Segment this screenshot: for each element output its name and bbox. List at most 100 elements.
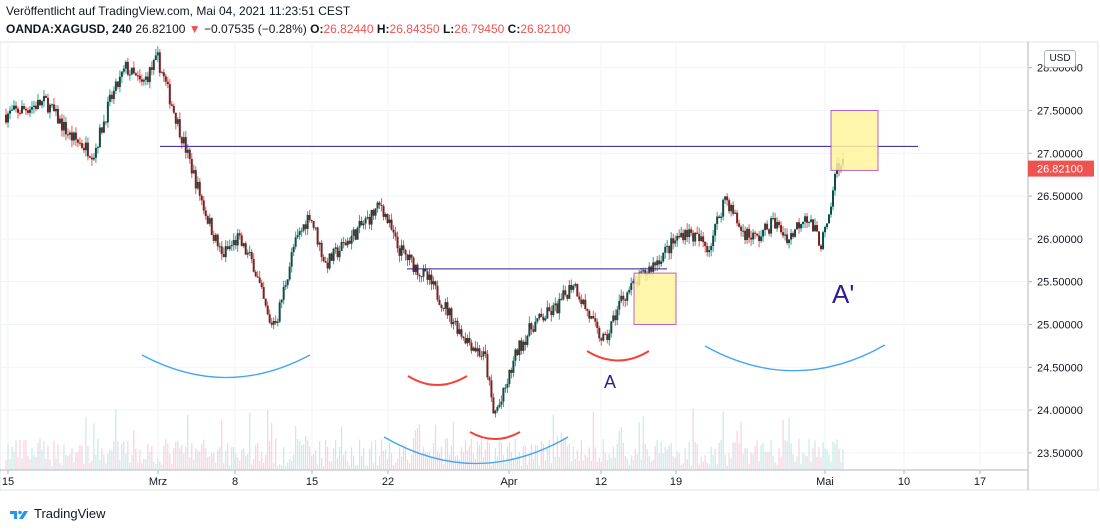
- arc-blue-left: [141, 354, 311, 379]
- candle-body: [816, 225, 819, 232]
- candle-body: [352, 229, 355, 236]
- volume-bar: [149, 451, 151, 470]
- candle-body: [366, 217, 369, 219]
- candle-body: [832, 190, 835, 207]
- candle-body: [814, 225, 817, 232]
- time-axis[interactable]: 15 Mrz 8 15 22 Apr 12 19 Mai 10 17: [2, 470, 986, 488]
- candle-body: [806, 216, 809, 223]
- candle-body: [482, 351, 485, 357]
- candle-body: [588, 310, 591, 319]
- volume-bar: [640, 459, 642, 470]
- volume-bar: [261, 451, 263, 470]
- volume-bar: [31, 448, 33, 470]
- candle-body: [170, 104, 173, 106]
- candle-body: [406, 254, 409, 261]
- volume-bar: [145, 459, 147, 470]
- candle-body: [26, 110, 29, 113]
- volume-bar: [91, 460, 93, 470]
- volume-bar: [177, 440, 179, 470]
- volume-bar: [279, 464, 281, 470]
- volume-bar: [594, 446, 596, 470]
- candle-body: [106, 101, 109, 123]
- volume-bar: [203, 439, 205, 470]
- volume-bar: [221, 419, 223, 470]
- volume-bar: [628, 464, 630, 470]
- volume-bar: [756, 440, 758, 470]
- candle-body: [10, 109, 13, 111]
- volume-bar: [492, 462, 495, 470]
- candle-body: [434, 281, 437, 286]
- candle-body: [556, 303, 559, 314]
- candle-body: [426, 271, 429, 280]
- symbol-name[interactable]: OANDA:XAGUSD, 240: [6, 22, 133, 36]
- volume-bar: [638, 421, 640, 470]
- candle-body: [798, 222, 801, 229]
- volume-bar: [344, 450, 347, 470]
- tradingview-logo[interactable]: TradingView: [8, 506, 106, 521]
- volume-bar: [11, 446, 13, 470]
- volume-bar: [696, 444, 698, 470]
- volume-bar: [21, 458, 23, 470]
- candle-body: [5, 114, 7, 123]
- volume-bar: [574, 459, 576, 470]
- price-axis[interactable]: 28.0000027.5000027.0000026.5000026.00000…: [1028, 63, 1094, 460]
- volume-bar: [648, 456, 650, 470]
- candle-body: [380, 204, 383, 206]
- volume-bar: [770, 439, 772, 470]
- candle-body: [820, 245, 823, 250]
- candle-body: [152, 60, 155, 70]
- last-price-tag-label: 26.82100: [1037, 164, 1083, 176]
- candle-body: [618, 301, 621, 310]
- candle-body: [236, 233, 239, 246]
- candle-body: [188, 149, 191, 159]
- candle-body: [722, 199, 725, 217]
- candle-body: [310, 220, 313, 222]
- volume-bar: [29, 459, 31, 470]
- volume-bar: [624, 455, 626, 470]
- candle-body: [450, 308, 453, 325]
- volume-bar: [418, 424, 421, 470]
- candle-body: [214, 234, 217, 241]
- volume-bar: [127, 440, 129, 470]
- candle-body: [642, 270, 645, 272]
- volume-bar: [462, 452, 465, 470]
- candle-body: [326, 262, 329, 269]
- candle-body: [576, 284, 579, 297]
- price-tick-label: 27.00000: [1037, 148, 1083, 160]
- candle-body: [620, 295, 623, 302]
- volume-bar: [660, 441, 662, 470]
- volume-bar: [398, 447, 401, 470]
- candle-body: [362, 223, 365, 226]
- volume-bar: [586, 457, 588, 470]
- candle-body: [422, 268, 425, 277]
- volume-bar: [474, 458, 477, 470]
- volume-bar: [806, 456, 808, 470]
- candle-body: [212, 235, 215, 241]
- candle-body: [200, 195, 203, 201]
- volume-bar: [67, 456, 69, 470]
- candle-body: [602, 333, 605, 341]
- candle-body: [178, 119, 181, 138]
- volume-bar: [27, 455, 29, 470]
- volume-bar: [592, 411, 594, 470]
- candle-body: [334, 247, 337, 249]
- candle-body: [690, 229, 693, 233]
- candle-body: [262, 287, 265, 299]
- price-tick-label: 27.50000: [1037, 105, 1083, 117]
- volume-bar: [109, 449, 111, 470]
- time-tick-label: Apr: [500, 476, 517, 488]
- candle-body: [600, 338, 603, 341]
- volume-bar: [376, 465, 379, 470]
- candle-body: [102, 121, 105, 133]
- currency-badge[interactable]: USD: [1044, 50, 1076, 68]
- volume-bar: [370, 441, 373, 470]
- candle-body: [356, 227, 359, 240]
- volume-bar: [434, 424, 437, 470]
- candle-body: [698, 233, 701, 242]
- volume-bar: [636, 453, 638, 470]
- time-tick-label: 15: [2, 476, 14, 488]
- open-value: 26.82440: [323, 22, 374, 36]
- candle-body: [70, 132, 73, 141]
- volume-bar: [436, 451, 439, 470]
